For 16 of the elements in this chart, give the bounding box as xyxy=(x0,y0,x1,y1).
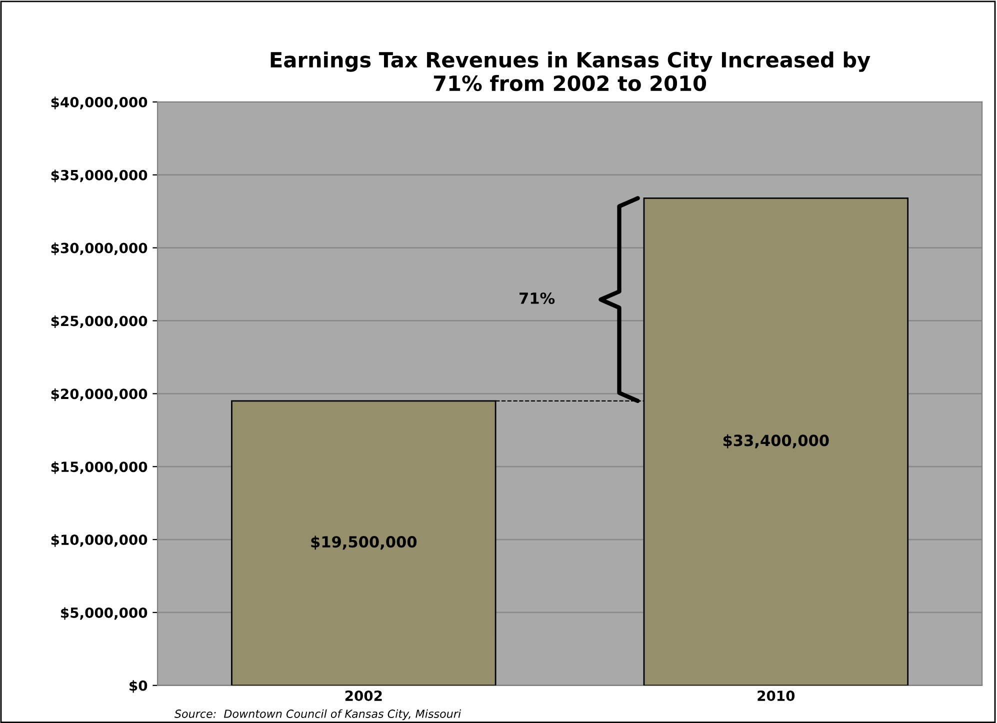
y-tick-label: $5,000,000 xyxy=(61,607,148,620)
y-tick-label: $20,000,000 xyxy=(51,388,148,401)
y-tick-label: $25,000,000 xyxy=(51,315,148,328)
annotation: 71% xyxy=(520,292,555,304)
y-tick-label: $0 xyxy=(130,680,148,693)
y-tick-label: $40,000,000 xyxy=(51,96,148,110)
chart-title: Earnings Tax Revenues in Kansas City Increased by 71% from 2002 to 2010 xyxy=(270,52,870,92)
y-tick-label: $15,000,000 xyxy=(51,461,148,474)
y-tick-label: $30,000,000 xyxy=(51,242,148,256)
x-tick-label: 2002 xyxy=(345,690,382,702)
data-label: $33,400,000 xyxy=(723,434,829,448)
y-tick-label: $35,000,000 xyxy=(51,170,148,182)
y-tick-label: $10,000,000 xyxy=(51,534,148,547)
source-note: Source: Downtown Council of Kansas City, Missouri xyxy=(174,709,462,720)
x-tick-label: 2010 xyxy=(758,690,795,702)
data-label: $19,500,000 xyxy=(311,536,417,550)
